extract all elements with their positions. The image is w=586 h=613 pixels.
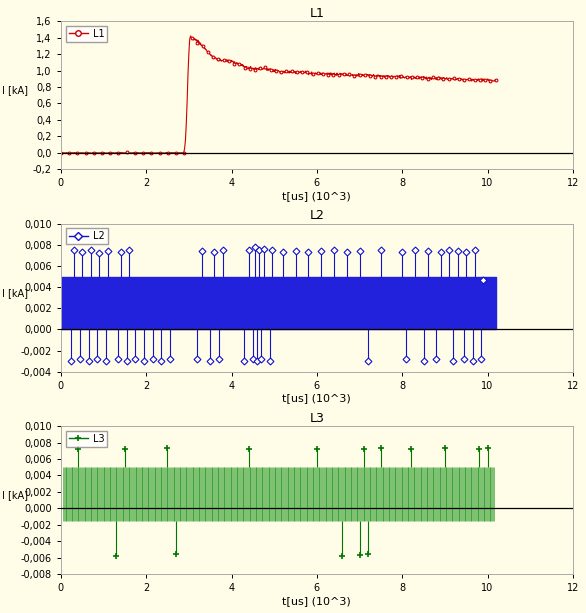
Y-axis label: I [kA]: I [kA] xyxy=(2,85,28,95)
Legend: L1: L1 xyxy=(66,26,107,42)
X-axis label: t[us] (10^3): t[us] (10^3) xyxy=(282,191,351,201)
X-axis label: t[us] (10^3): t[us] (10^3) xyxy=(282,596,351,606)
Y-axis label: I [kA]: I [kA] xyxy=(2,490,28,500)
Legend: L3: L3 xyxy=(66,431,107,447)
Title: L1: L1 xyxy=(309,7,324,20)
Y-axis label: I [kA]: I [kA] xyxy=(2,287,28,298)
Legend: L2: L2 xyxy=(66,229,108,245)
Title: L2: L2 xyxy=(309,210,324,223)
X-axis label: t[us] (10^3): t[us] (10^3) xyxy=(282,394,351,403)
Title: L3: L3 xyxy=(309,412,324,425)
